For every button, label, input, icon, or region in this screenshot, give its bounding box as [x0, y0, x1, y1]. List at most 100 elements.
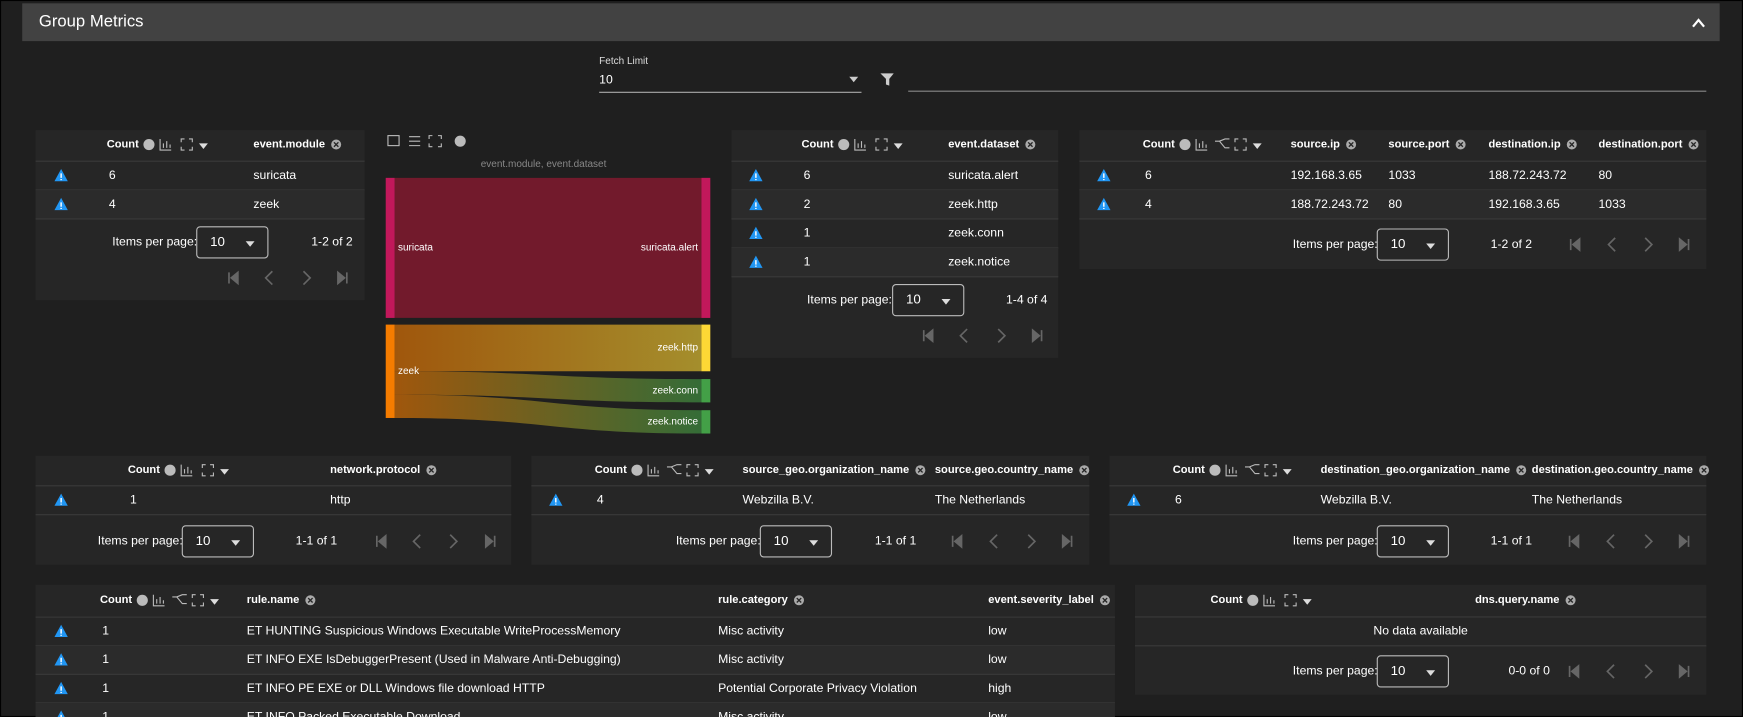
fullscreen-icon[interactable] — [191, 594, 204, 607]
page-size-select[interactable]: 10 — [196, 226, 269, 259]
pie-chart-icon[interactable] — [1247, 594, 1259, 606]
sort-menu-caret[interactable] — [1302, 599, 1312, 605]
pie-chart-icon[interactable] — [1179, 138, 1191, 151]
cell: 6 — [1145, 168, 1152, 182]
remove-column-button[interactable] — [305, 595, 316, 606]
column-header: rule.category — [718, 594, 789, 606]
sankey-target-label: zeek.notice — [647, 417, 698, 428]
sort-menu-caret[interactable] — [704, 469, 714, 475]
first-page-button — [922, 328, 934, 344]
bar-chart-icon[interactable] — [159, 138, 172, 151]
last-page-button — [337, 270, 348, 286]
collapse-button[interactable] — [1692, 18, 1705, 28]
remove-column-button[interactable] — [1565, 595, 1576, 606]
cell: Webzilla B.V. — [1321, 492, 1392, 506]
sankey-icon[interactable] — [172, 594, 187, 605]
bar-chart-icon[interactable] — [1263, 594, 1276, 607]
page-size-select[interactable]: 10 — [1376, 655, 1449, 688]
cell: Misc activity — [718, 624, 785, 638]
sankey-source-label: zeek — [398, 366, 420, 377]
cell: low — [988, 652, 1007, 666]
cell: ET HUNTING Suspicious Windows Executable… — [247, 624, 622, 638]
remove-column-button[interactable] — [793, 595, 804, 606]
remove-column-button[interactable] — [331, 139, 342, 150]
column-header: destination.port — [1598, 138, 1682, 150]
list-icon[interactable] — [409, 136, 421, 147]
remove-x — [796, 597, 802, 603]
items-per-page-label: Items per page: — [98, 534, 183, 548]
pie-chart-icon[interactable] — [838, 138, 850, 151]
pie-chart-icon[interactable] — [631, 464, 643, 476]
sankey-target-node — [701, 324, 711, 372]
page-size-select[interactable]: 10 — [181, 525, 255, 558]
bar-chart-icon[interactable] — [647, 464, 660, 477]
remove-column-button[interactable] — [1099, 595, 1110, 606]
remove-column-button[interactable] — [1346, 139, 1357, 150]
bar-chart-icon[interactable] — [1195, 138, 1208, 151]
remove-column-button[interactable] — [1025, 139, 1036, 150]
remove-column-button[interactable] — [915, 465, 926, 476]
page-size-select[interactable]: 10 — [892, 284, 965, 317]
pie-chart-icon[interactable] — [143, 138, 155, 151]
close-icon[interactable] — [454, 135, 466, 147]
bar-chart-icon[interactable] — [180, 464, 193, 477]
remove-x — [1348, 141, 1354, 148]
sankey-caption: event.module, event.dataset — [481, 159, 607, 170]
fetch-limit-value[interactable]: 10 — [599, 72, 613, 86]
column-header: network.protocol — [330, 464, 420, 476]
fullscreen-icon[interactable] — [686, 464, 699, 477]
filter-icon[interactable] — [880, 73, 894, 86]
remove-column-button[interactable] — [1079, 465, 1090, 476]
fullscreen-icon[interactable] — [428, 135, 442, 148]
first-page-button — [951, 534, 963, 549]
fullscreen-icon[interactable] — [180, 138, 193, 151]
table-panel — [731, 130, 1059, 358]
cell: low — [988, 709, 1007, 717]
metrics-table: Count event.module 6 suricata 4 zeek Items per… — [35, 130, 365, 301]
sankey-icon[interactable] — [1245, 464, 1260, 475]
page-size-select[interactable]: 10 — [759, 525, 833, 558]
cell: zeek — [253, 197, 280, 211]
bar-chart-icon[interactable] — [152, 594, 165, 607]
remove-x — [1518, 467, 1524, 473]
sort-menu-caret[interactable] — [1282, 469, 1292, 475]
sort-menu-caret[interactable] — [1252, 143, 1262, 149]
bar-chart-icon[interactable] — [854, 138, 866, 151]
fullscreen-icon[interactable] — [1234, 138, 1247, 151]
alert-icon[interactable] — [54, 710, 67, 717]
remove-column-button[interactable] — [1516, 465, 1527, 476]
fullscreen-icon[interactable] — [1264, 464, 1277, 477]
sankey-toolbar — [387, 135, 466, 148]
metrics-table: Count source.ip source.port destination.ip d… — [1079, 130, 1707, 270]
sankey-icon[interactable] — [1214, 138, 1230, 149]
bar-chart-icon[interactable] — [1225, 464, 1238, 477]
remove-column-button[interactable] — [1699, 465, 1710, 476]
next-page-button — [1644, 534, 1654, 549]
metrics-table: Count rule.name rule.category event.severit… — [35, 584, 1115, 717]
fullscreen-icon[interactable] — [1284, 594, 1297, 607]
column-header: Count — [1211, 594, 1243, 606]
next-page-button — [1644, 664, 1654, 679]
page-size-select[interactable]: 10 — [1376, 525, 1449, 558]
sort-menu-caret[interactable] — [220, 469, 229, 475]
sort-menu-caret[interactable] — [210, 599, 219, 605]
cell: 1 — [804, 226, 811, 240]
previous-page-button — [989, 534, 998, 549]
pie-chart-icon[interactable] — [164, 464, 176, 476]
table-icon[interactable] — [387, 135, 400, 147]
remove-column-button[interactable] — [1566, 139, 1577, 150]
fullscreen-icon[interactable] — [201, 464, 214, 477]
pie-chart-icon[interactable] — [136, 594, 148, 606]
page-size-select[interactable]: 10 — [1376, 228, 1449, 261]
cell: 4 — [1145, 197, 1152, 211]
remove-column-button[interactable] — [1455, 139, 1466, 150]
fetch-limit-caret[interactable] — [849, 76, 859, 83]
sort-menu-caret[interactable] — [893, 143, 903, 149]
fullscreen-icon[interactable] — [875, 138, 888, 151]
pie-chart-icon[interactable] — [1209, 464, 1221, 476]
sankey-icon[interactable] — [666, 464, 682, 475]
sort-menu-caret[interactable] — [198, 143, 208, 149]
remove-column-button[interactable] — [426, 465, 437, 476]
remove-column-button[interactable] — [1688, 139, 1699, 150]
items-per-page-label: Items per page: — [1293, 534, 1378, 548]
